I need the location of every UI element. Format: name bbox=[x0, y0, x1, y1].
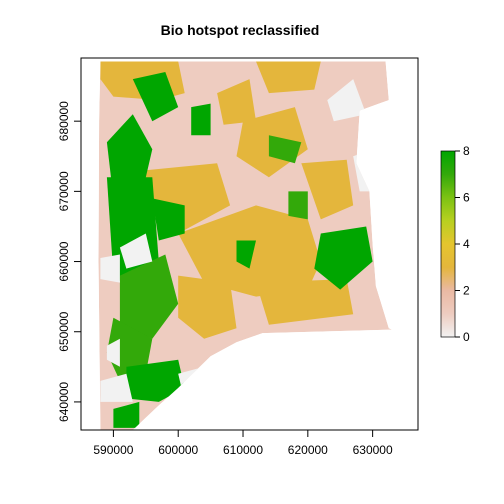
raster-region-8 bbox=[217, 79, 256, 125]
raster-region-24 bbox=[327, 79, 367, 122]
raster-layer bbox=[98, 61, 393, 430]
colorbar-ticks: 0 2 4 6 8 bbox=[455, 144, 470, 344]
colorbar-tick-label: 4 bbox=[463, 237, 470, 251]
x-tick-label: 610000 bbox=[223, 443, 263, 457]
colorbar-tick-label: 2 bbox=[463, 284, 470, 298]
raster-region-7 bbox=[256, 279, 354, 325]
raster-region-21 bbox=[314, 226, 373, 290]
raster-region-5 bbox=[301, 159, 354, 220]
raster-region-26 bbox=[106, 338, 120, 367]
raster-region-17 bbox=[113, 401, 140, 428]
colorbar-tick-label: 8 bbox=[463, 144, 470, 158]
raster-region-19 bbox=[288, 191, 308, 220]
y-tick-label: 670000 bbox=[57, 171, 71, 211]
x-tick-label: 600000 bbox=[158, 443, 198, 457]
raster-region-18 bbox=[268, 135, 302, 164]
chart-title: Bio hotspot reclassified bbox=[161, 22, 320, 38]
y-tick-label: 680000 bbox=[57, 101, 71, 141]
x-tick-label: 590000 bbox=[93, 443, 133, 457]
raster-region-27 bbox=[100, 373, 133, 402]
raster-region-16 bbox=[126, 359, 185, 402]
colorbar-tick-label: 0 bbox=[463, 330, 470, 344]
x-tick-label: 620000 bbox=[288, 443, 328, 457]
raster-region-22 bbox=[119, 233, 153, 269]
colorbar-legend: 0 2 4 6 8 bbox=[440, 144, 470, 344]
colorbar-tick-label: 6 bbox=[463, 191, 470, 205]
raster-region-15 bbox=[152, 198, 185, 241]
colorbar bbox=[440, 150, 456, 338]
raster-region-23 bbox=[100, 254, 120, 283]
x-tick-label: 630000 bbox=[353, 443, 393, 457]
raster-region-1 bbox=[256, 61, 321, 94]
y-tick-label: 660000 bbox=[57, 241, 71, 281]
x-axis: 590000 600000 610000 620000 630000 bbox=[93, 429, 393, 457]
raster-region-10 bbox=[132, 72, 179, 122]
raster-region-13 bbox=[119, 254, 179, 339]
y-axis: 640000 650000 660000 670000 680000 bbox=[57, 101, 82, 422]
raster-region-6 bbox=[178, 275, 237, 339]
y-tick-label: 640000 bbox=[57, 382, 71, 422]
raster-region-20 bbox=[236, 240, 256, 269]
raster-region-11 bbox=[191, 103, 211, 136]
y-tick-label: 650000 bbox=[57, 311, 71, 351]
